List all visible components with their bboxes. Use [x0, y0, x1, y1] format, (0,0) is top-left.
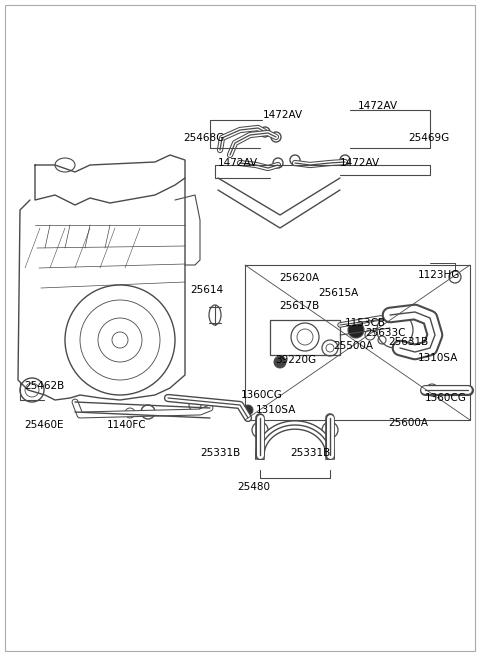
Text: 1472AV: 1472AV — [358, 101, 398, 111]
Text: 25617B: 25617B — [279, 301, 319, 311]
Text: 25600A: 25600A — [388, 418, 428, 428]
Text: 25620A: 25620A — [279, 273, 319, 283]
Text: 25331B: 25331B — [290, 448, 330, 458]
Text: 1310SA: 1310SA — [418, 353, 458, 363]
Text: 25468G: 25468G — [183, 133, 224, 143]
Text: 39220G: 39220G — [275, 355, 316, 365]
Text: 25614: 25614 — [190, 285, 223, 295]
Text: 1472AV: 1472AV — [340, 158, 380, 168]
Circle shape — [348, 322, 364, 338]
Text: 1360CG: 1360CG — [241, 390, 283, 400]
Text: 1153CB: 1153CB — [345, 318, 386, 328]
Text: 25469G: 25469G — [408, 133, 449, 143]
Text: 25462B: 25462B — [24, 381, 64, 391]
Text: 25615A: 25615A — [318, 288, 358, 298]
Text: 1140FC: 1140FC — [107, 420, 146, 430]
Text: 25331B: 25331B — [200, 448, 240, 458]
Text: 1310SA: 1310SA — [256, 405, 296, 415]
Text: 25631B: 25631B — [388, 337, 428, 347]
Text: 25500A: 25500A — [333, 341, 373, 351]
Circle shape — [243, 405, 253, 415]
Text: 25633C: 25633C — [365, 328, 406, 338]
Text: 1123HG: 1123HG — [418, 270, 460, 280]
Text: 1360CG: 1360CG — [425, 393, 467, 403]
Circle shape — [274, 356, 286, 368]
Text: 25480: 25480 — [237, 482, 270, 492]
Text: 1472AV: 1472AV — [218, 158, 258, 168]
Text: 25460E: 25460E — [24, 420, 63, 430]
Text: 1472AV: 1472AV — [263, 110, 303, 120]
